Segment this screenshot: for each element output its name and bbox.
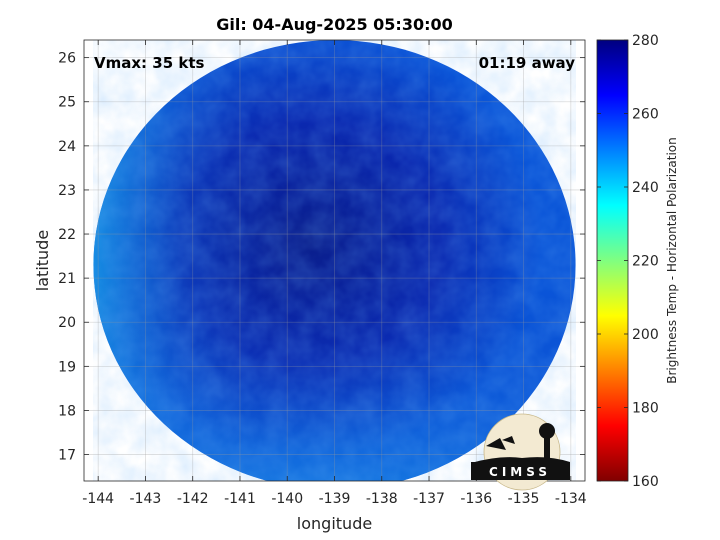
y-tick-label: 26 (58, 51, 76, 67)
x-tick-label: -137 (413, 491, 445, 507)
colorbar-tick-label: 280 (632, 33, 659, 49)
logo-tower-top (539, 423, 555, 439)
colorbar-tick-label: 220 (632, 254, 659, 270)
y-tick-label: 20 (58, 315, 76, 331)
y-tick-label: 19 (58, 359, 76, 375)
grid (84, 40, 585, 481)
y-tick-label: 21 (58, 271, 76, 287)
colorbar-tick-label: 260 (632, 107, 659, 123)
x-tick-label: -138 (366, 491, 398, 507)
cimss-logo: CIMSS (471, 413, 570, 491)
x-tick-label: -141 (224, 491, 256, 507)
y-tick-label: 25 (58, 95, 76, 111)
y-tick-label: 18 (58, 403, 76, 419)
swath (93, 40, 576, 481)
swath-texture (93, 40, 576, 481)
colorbar-tick-label: 200 (632, 327, 659, 343)
y-tick-label: 22 (58, 227, 76, 243)
colorbar-label: Brightness Temp - Horizontal Polarizatio… (665, 137, 679, 384)
x-tick-label: -134 (555, 491, 587, 507)
x-axis-label: longitude (297, 514, 372, 533)
x-tick-label: -144 (82, 491, 114, 507)
x-tick-label: -142 (177, 491, 209, 507)
logo-tower (544, 436, 550, 462)
x-axis: -144 -143 -142 -141 -140 -139 -138 -137 -136 -135… (82, 40, 587, 507)
y-axis-label: latitude (33, 230, 52, 291)
y-tick-label: 23 (58, 183, 76, 199)
logo-dish (486, 436, 515, 450)
chart-title: Gil: 04-Aug-2025 05:30:00 (216, 15, 453, 34)
logo-bar (471, 462, 570, 480)
logo-text: CIMSS (489, 465, 551, 479)
x-tick-label: -140 (271, 491, 303, 507)
x-tick-label: -143 (130, 491, 162, 507)
x-tick-label: -135 (508, 491, 540, 507)
x-tick-label: -136 (460, 491, 492, 507)
vmax-annotation: Vmax: 35 kts (94, 54, 204, 72)
colorbar-ticks: 160 180 200 220 240 260 280 (597, 33, 659, 490)
time-offset-annotation: 01:19 away (479, 54, 576, 72)
colorbar (596, 39, 629, 482)
colorbar-tick-label: 160 (632, 474, 659, 490)
y-tick-label: 24 (58, 139, 76, 155)
x-tick-label: -139 (319, 491, 351, 507)
y-tick-label: 17 (58, 448, 76, 464)
colorbar-tick-label: 240 (632, 180, 659, 196)
colorbar-tick-label: 180 (632, 401, 659, 417)
y-axis: 17 18 19 20 21 22 23 24 25 26 (58, 51, 585, 464)
